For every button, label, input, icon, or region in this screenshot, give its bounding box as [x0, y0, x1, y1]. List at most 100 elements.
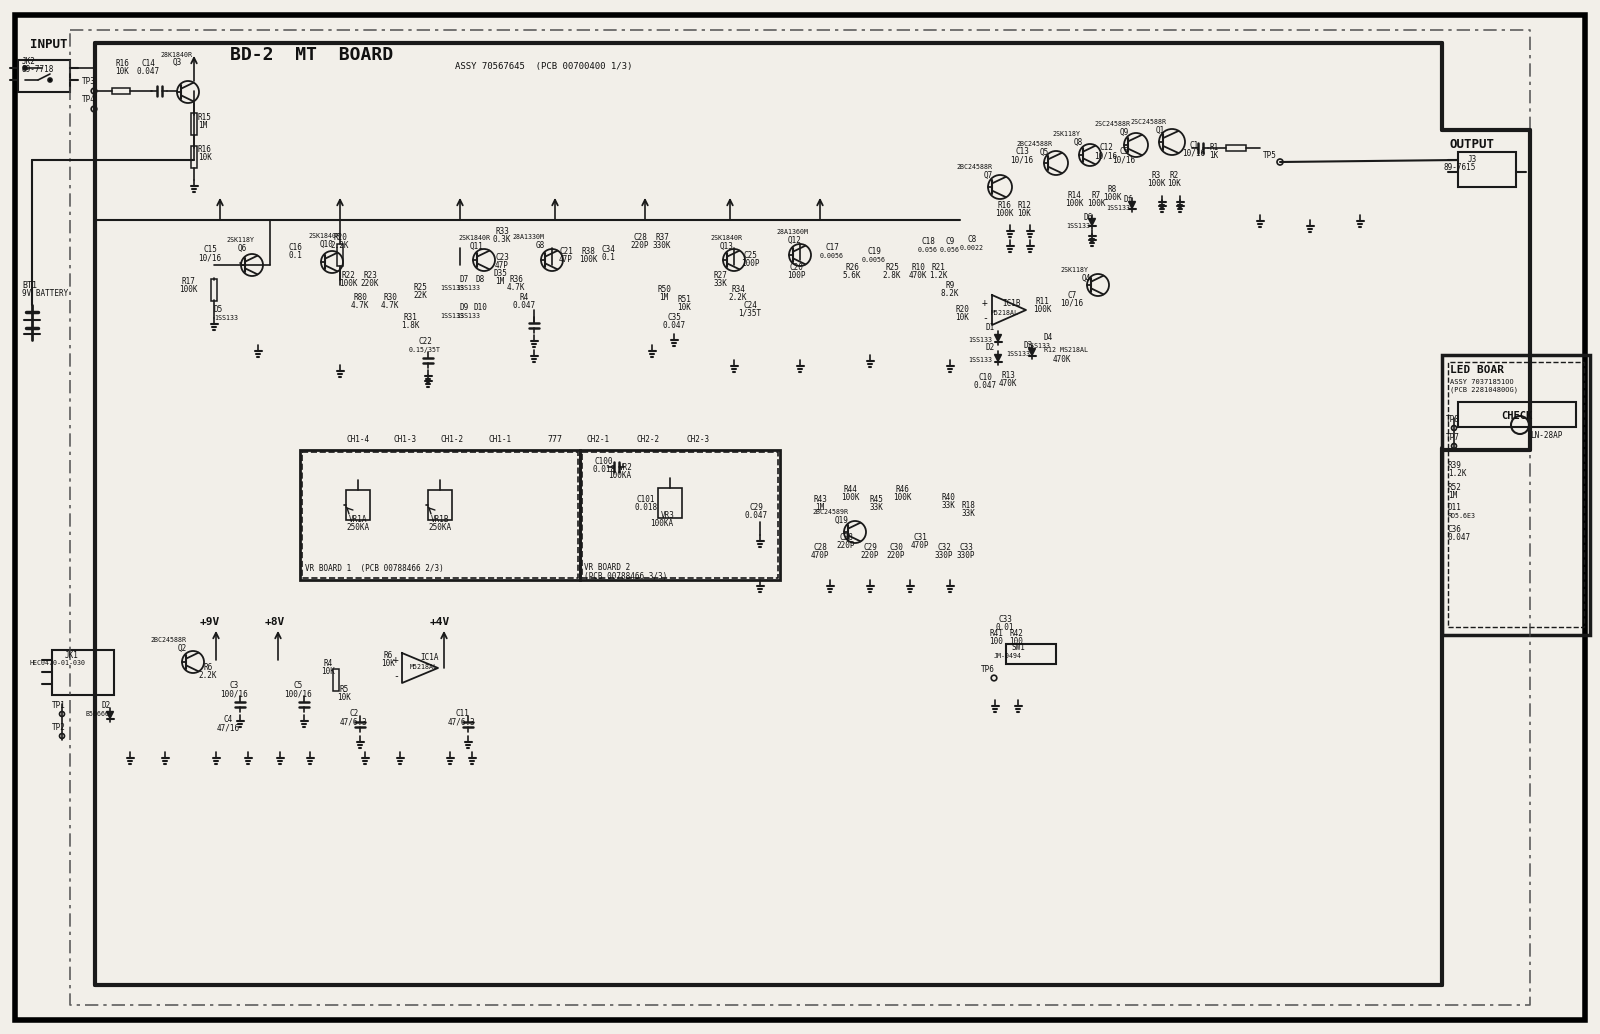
Text: 220K: 220K: [360, 278, 379, 287]
Text: C34: C34: [602, 245, 614, 254]
Text: 2.8K: 2.8K: [883, 272, 901, 280]
Text: 28A1330M: 28A1330M: [512, 234, 544, 240]
Text: R51: R51: [677, 296, 691, 304]
Text: CH1-2: CH1-2: [440, 435, 464, 445]
Text: 1K: 1K: [1210, 152, 1219, 160]
Text: Q12: Q12: [787, 236, 802, 244]
Text: R40: R40: [941, 493, 955, 503]
Text: R45: R45: [869, 495, 883, 505]
Text: R41: R41: [989, 630, 1003, 639]
Text: 1SS133: 1SS133: [1066, 223, 1090, 229]
Bar: [346, 490, 370, 520]
Text: D35: D35: [493, 270, 507, 278]
Text: D8: D8: [475, 275, 485, 284]
Bar: [301, 450, 579, 580]
Text: 47/6.3: 47/6.3: [448, 718, 475, 727]
Text: D2: D2: [986, 343, 995, 353]
Text: +9V: +9V: [200, 617, 221, 627]
Text: ASSY 70371851OO: ASSY 70371851OO: [1450, 379, 1514, 385]
Text: LN-28AP: LN-28AP: [1530, 430, 1562, 439]
Text: C28: C28: [634, 233, 646, 242]
Text: 89-7718: 89-7718: [22, 65, 54, 74]
Text: R23: R23: [363, 271, 378, 279]
Text: 100K: 100K: [893, 493, 912, 503]
Text: C12: C12: [1099, 144, 1114, 152]
Text: D11: D11: [1448, 504, 1462, 513]
Text: R10: R10: [910, 264, 925, 273]
Text: R7: R7: [1091, 191, 1101, 201]
Text: 470K: 470K: [998, 379, 1018, 389]
Circle shape: [22, 66, 27, 70]
Text: TP6: TP6: [981, 666, 995, 674]
Text: C5: C5: [293, 681, 302, 691]
Text: C13: C13: [1014, 148, 1029, 156]
Text: R15: R15: [198, 114, 211, 122]
Text: 2SK1840R: 2SK1840R: [710, 235, 742, 241]
Text: D10: D10: [474, 304, 486, 312]
Text: IC1B: IC1B: [1003, 299, 1021, 307]
Text: 0.01: 0.01: [995, 624, 1014, 633]
Text: (PCB 00788466 3/3): (PCB 00788466 3/3): [584, 572, 667, 580]
Text: Q3: Q3: [173, 58, 182, 66]
Text: R20: R20: [955, 305, 970, 314]
Text: 0.047: 0.047: [512, 302, 536, 310]
Text: RD5.6E3: RD5.6E3: [1448, 513, 1475, 519]
Text: 0.047: 0.047: [662, 322, 685, 331]
Text: R6: R6: [384, 651, 392, 661]
Text: C4: C4: [224, 716, 232, 725]
Text: C25: C25: [742, 251, 757, 261]
Text: TP5: TP5: [1262, 151, 1277, 159]
Text: C29: C29: [862, 544, 877, 552]
Text: 4.7K: 4.7K: [350, 301, 370, 309]
Text: 2SK118Y: 2SK118Y: [1053, 131, 1080, 136]
Text: 0.047: 0.047: [1448, 534, 1470, 543]
Text: C20: C20: [789, 264, 803, 273]
Text: 100K: 100K: [179, 285, 197, 295]
Text: 33K: 33K: [941, 501, 955, 511]
Text: C30: C30: [890, 544, 902, 552]
Text: 2BC24588R: 2BC24588R: [150, 637, 186, 643]
Bar: [1448, 362, 1584, 627]
Text: C31: C31: [914, 534, 926, 543]
Text: R25: R25: [413, 283, 427, 293]
Text: 1M: 1M: [816, 504, 824, 513]
Text: 4.7K: 4.7K: [381, 302, 400, 310]
Text: VR BOARD 1  (PCB 00788466 2/3): VR BOARD 1 (PCB 00788466 2/3): [306, 564, 443, 573]
Text: C21: C21: [558, 247, 573, 256]
Text: D3: D3: [1024, 341, 1032, 351]
Text: D5: D5: [214, 305, 224, 314]
Text: 2SC24588R: 2SC24588R: [1130, 119, 1166, 125]
Text: 100KA: 100KA: [608, 472, 632, 481]
Text: TP8: TP8: [1446, 416, 1459, 425]
Text: C35: C35: [667, 313, 682, 323]
Text: C9: C9: [946, 238, 955, 246]
Text: C17: C17: [826, 243, 838, 252]
Text: 28A1360M: 28A1360M: [776, 229, 808, 235]
Text: 22K: 22K: [413, 292, 427, 301]
Text: R80: R80: [354, 293, 366, 302]
Text: 100K: 100K: [1086, 200, 1106, 209]
Text: CH2-1: CH2-1: [587, 435, 610, 445]
Text: 10/16: 10/16: [1112, 155, 1136, 164]
Text: R42: R42: [1010, 630, 1022, 639]
Text: B56666: B56666: [86, 711, 110, 717]
Text: R22: R22: [341, 271, 355, 279]
Text: C15: C15: [203, 245, 218, 254]
Text: VR1A: VR1A: [349, 516, 368, 524]
Text: 47/6.3: 47/6.3: [341, 718, 368, 727]
Text: R11: R11: [1035, 298, 1050, 306]
Text: Q2: Q2: [178, 643, 187, 652]
Text: 28K1840R: 28K1840R: [160, 52, 192, 58]
Text: CHECK: CHECK: [1501, 410, 1533, 421]
Text: R4: R4: [323, 660, 333, 669]
Text: TP4: TP4: [82, 95, 96, 104]
Text: D7: D7: [459, 275, 469, 284]
Bar: [1458, 152, 1517, 187]
Text: +8V: +8V: [266, 617, 285, 627]
Text: 1M: 1M: [198, 122, 208, 130]
Text: VR2: VR2: [619, 463, 634, 473]
Text: D1: D1: [986, 324, 995, 333]
Text: C2: C2: [349, 709, 358, 719]
Text: TP7: TP7: [1446, 433, 1459, 443]
Text: 2SK118Y: 2SK118Y: [1059, 267, 1088, 273]
